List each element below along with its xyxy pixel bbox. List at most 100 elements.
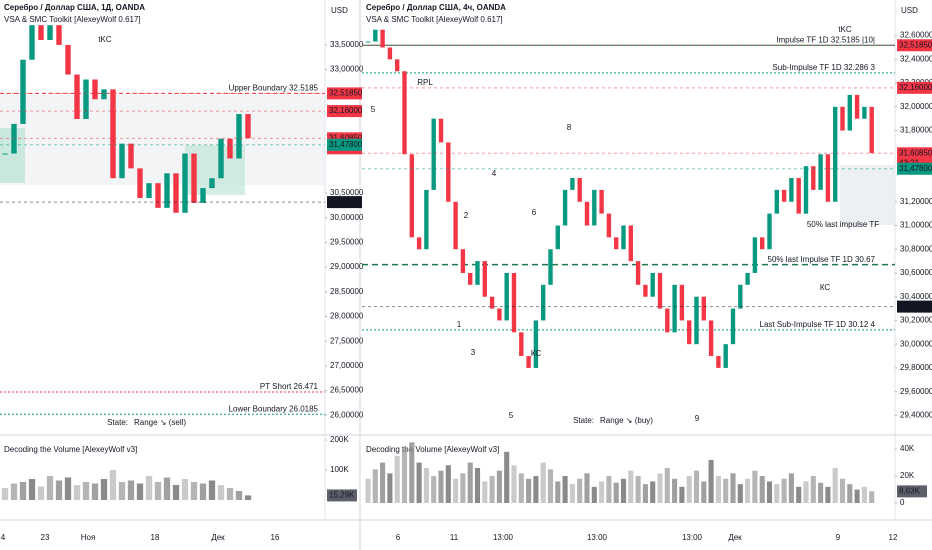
candle xyxy=(526,356,531,368)
y-tick-label: 30,00000 xyxy=(900,339,932,348)
price-tag-label: 31,47800 xyxy=(899,164,932,173)
candle xyxy=(555,225,560,250)
x-tick-label: 18 xyxy=(151,533,160,542)
level-label: Lower Boundary 26.0185 xyxy=(229,404,319,413)
volume-bar xyxy=(1,488,9,500)
volume-bar xyxy=(154,482,162,500)
candle xyxy=(424,189,429,250)
volume-bar xyxy=(127,480,135,500)
volume-bar xyxy=(613,482,619,503)
volume-bar xyxy=(380,462,386,503)
candle xyxy=(83,79,89,119)
x-tick-label: Дек xyxy=(728,533,742,542)
volume-bar xyxy=(46,476,54,500)
candle xyxy=(395,59,400,72)
y-tick-label: 28,50000 xyxy=(330,287,364,296)
candle xyxy=(65,44,71,75)
indicator-name: VSA & SMC Toolkit [AlexeyWolf 0.617] xyxy=(366,15,503,24)
price-tag-label: 30,31650 xyxy=(899,302,932,311)
candle xyxy=(789,178,794,202)
volume-bar xyxy=(577,478,583,503)
candle xyxy=(173,173,179,213)
volume-bar xyxy=(540,462,546,503)
volume-bar xyxy=(511,465,517,503)
candle xyxy=(511,272,517,333)
candle xyxy=(402,71,407,155)
candle xyxy=(460,249,466,273)
y-tick-label: 30,80000 xyxy=(900,244,932,253)
candle xyxy=(562,189,568,226)
annotation: КС xyxy=(820,283,831,292)
candle xyxy=(584,201,590,226)
y-tick-label: 29,80000 xyxy=(900,363,932,372)
candle xyxy=(665,308,670,333)
price-tag xyxy=(327,196,362,209)
candle xyxy=(730,308,736,345)
candle xyxy=(191,153,197,203)
volume-tag xyxy=(897,485,927,498)
candle xyxy=(47,25,53,40)
candle xyxy=(840,106,845,131)
volume-tag xyxy=(327,489,357,502)
range-zone xyxy=(840,165,895,225)
x-tick-label: 13:00 xyxy=(587,533,608,542)
volume-bar xyxy=(136,483,144,500)
volume-bar xyxy=(788,473,794,503)
x-tick-label: 4 xyxy=(1,533,6,542)
volume-bar xyxy=(28,479,36,500)
annotation: 9 xyxy=(695,414,700,423)
candle xyxy=(468,272,473,285)
candle xyxy=(599,189,604,214)
y-tick-label: 28,00000 xyxy=(330,312,364,321)
volume-bar xyxy=(217,485,225,500)
price-tag xyxy=(897,300,932,313)
y-tick-label: 30,60000 xyxy=(900,268,932,277)
candle xyxy=(657,272,663,309)
y-tick-label: 29,00000 xyxy=(330,262,364,271)
annotation: 4 xyxy=(492,169,497,178)
volume-bar xyxy=(244,495,252,500)
volume-bar xyxy=(759,476,765,503)
annotation: 8 xyxy=(567,123,572,132)
volume-bar xyxy=(664,467,670,503)
volume-bar xyxy=(226,488,234,500)
volume-bar xyxy=(409,442,415,503)
candle xyxy=(446,142,451,202)
volume-bar xyxy=(199,483,207,500)
candle xyxy=(110,89,116,179)
volume-bar xyxy=(235,491,243,500)
volume-bar xyxy=(181,479,189,500)
price-tag-label: 30,31650 xyxy=(329,197,363,206)
volume-bar xyxy=(723,478,729,503)
price-tag-label: 32,51850 xyxy=(899,40,932,49)
y-tick-label: 26,00000 xyxy=(330,410,364,419)
candle xyxy=(628,225,633,262)
volume-bar xyxy=(64,477,72,500)
volume-bar xyxy=(208,480,216,500)
level-label: Sub-Impulse TF 1D 32.286 3 xyxy=(772,63,875,72)
annotation: 3 xyxy=(471,348,476,357)
volume-bar xyxy=(715,476,721,503)
candle xyxy=(606,213,612,238)
volume-bar xyxy=(482,481,488,503)
candle xyxy=(781,189,787,202)
x-tick-label: 6 xyxy=(396,533,401,542)
state-label: State: xyxy=(107,418,128,427)
candle xyxy=(164,173,170,208)
volume-tick-label: 20K xyxy=(900,471,915,480)
candle xyxy=(245,114,251,139)
volume-bar xyxy=(803,481,809,503)
state-value: Range ↘ (buy) xyxy=(600,416,653,425)
price-tag xyxy=(327,105,362,118)
volume-bar xyxy=(672,478,678,503)
price-tag xyxy=(897,39,932,52)
volume-bar xyxy=(431,476,437,503)
candle xyxy=(621,225,626,250)
volume-bar xyxy=(701,481,707,503)
candle xyxy=(614,237,619,250)
x-tick-label: 23 xyxy=(41,533,50,542)
x-tick-label: 11 xyxy=(450,533,459,542)
candle xyxy=(854,94,860,119)
y-tick-label: 33,00000 xyxy=(330,65,364,74)
